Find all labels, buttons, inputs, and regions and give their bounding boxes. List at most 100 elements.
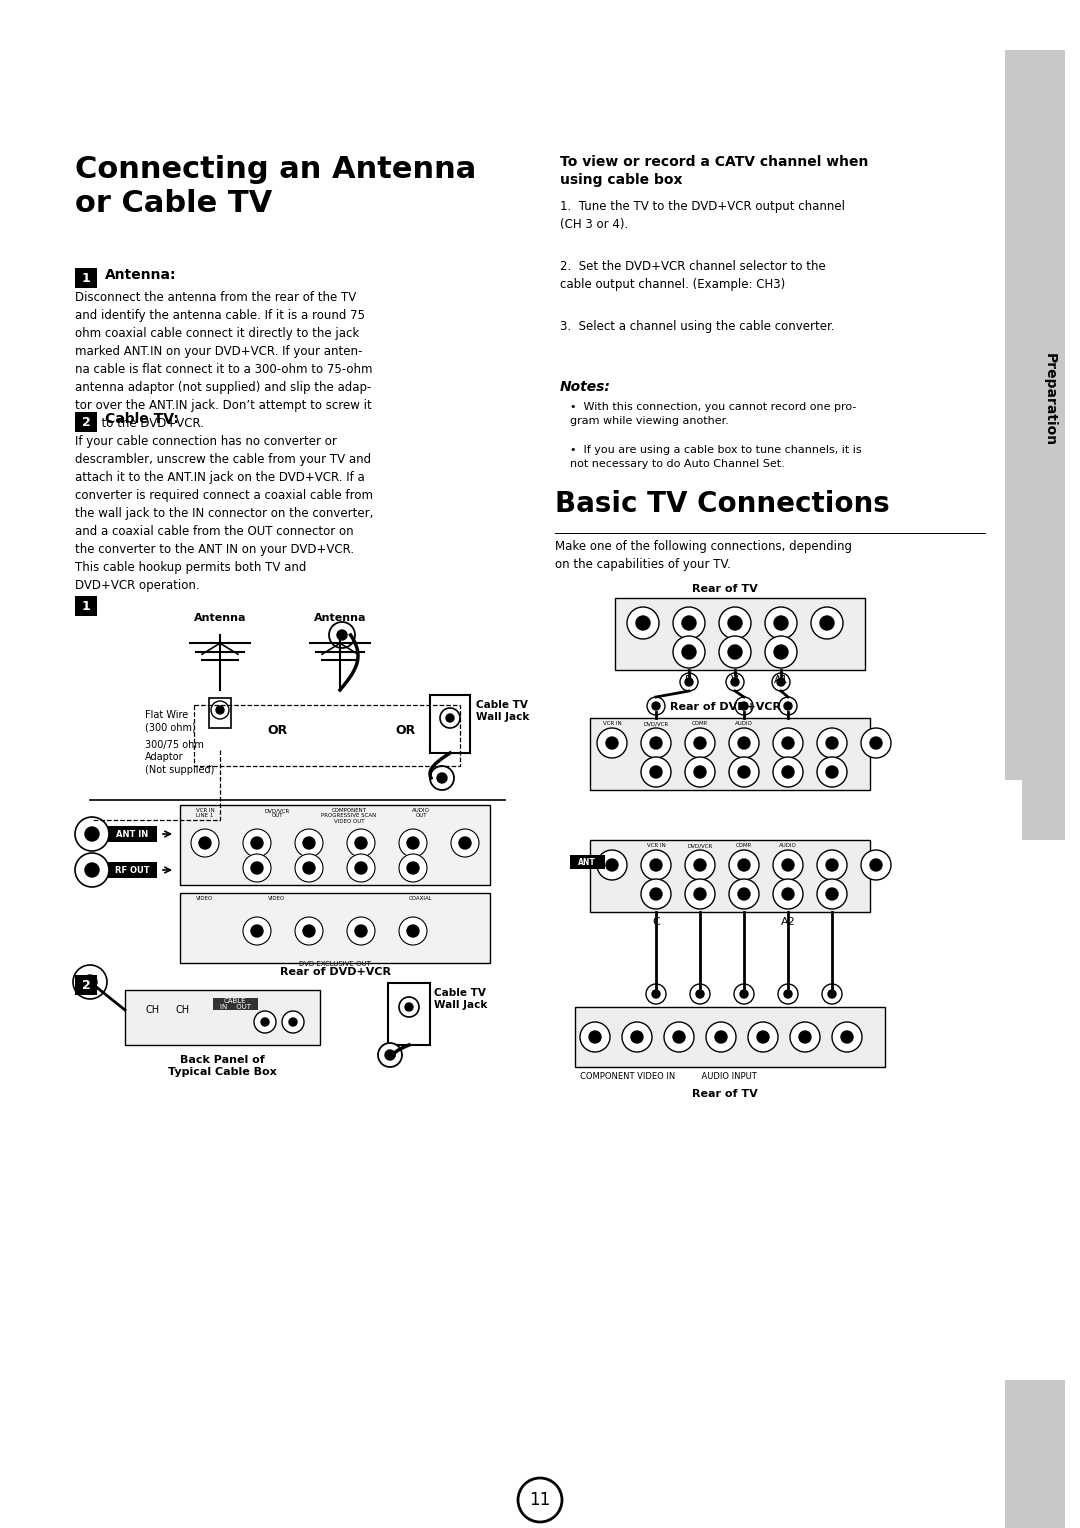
Circle shape	[589, 1031, 600, 1044]
Bar	[388, 983, 430, 1045]
Text: ANT IN: ANT IN	[116, 830, 148, 839]
Bar	[615, 597, 865, 669]
Circle shape	[782, 859, 794, 871]
Circle shape	[199, 837, 211, 850]
Circle shape	[251, 837, 264, 850]
Bar	[180, 805, 490, 885]
Circle shape	[407, 924, 419, 937]
Circle shape	[738, 766, 750, 778]
Circle shape	[399, 854, 427, 882]
Circle shape	[738, 736, 750, 749]
Circle shape	[243, 917, 271, 944]
Text: VCR IN: VCR IN	[647, 843, 665, 848]
Circle shape	[303, 837, 315, 850]
Text: RF OUT: RF OUT	[114, 865, 149, 874]
Circle shape	[782, 888, 794, 900]
Circle shape	[738, 888, 750, 900]
Text: OR: OR	[268, 723, 288, 736]
Text: 3.  Select a channel using the cable converter.: 3. Select a channel using the cable conv…	[561, 319, 835, 333]
Circle shape	[75, 817, 109, 851]
Text: Cable TV
Wall Jack: Cable TV Wall Jack	[476, 700, 529, 723]
Circle shape	[826, 888, 838, 900]
Text: CH: CH	[146, 1005, 160, 1015]
Text: VIDEO: VIDEO	[268, 895, 285, 902]
Circle shape	[740, 990, 748, 998]
Circle shape	[773, 850, 804, 880]
Text: 11: 11	[529, 1491, 551, 1510]
Circle shape	[282, 1012, 303, 1033]
Circle shape	[75, 853, 109, 886]
Circle shape	[816, 850, 847, 880]
Circle shape	[728, 616, 742, 630]
Bar	[213, 998, 258, 1010]
Text: DVD/VCR: DVD/VCR	[644, 721, 669, 726]
Circle shape	[407, 837, 419, 850]
Bar	[570, 856, 605, 869]
Circle shape	[580, 1022, 610, 1051]
Circle shape	[627, 607, 659, 639]
Circle shape	[773, 756, 804, 787]
Circle shape	[778, 984, 798, 1004]
Circle shape	[437, 773, 447, 782]
Text: COMP.: COMP.	[691, 721, 708, 726]
Circle shape	[652, 701, 660, 711]
Circle shape	[440, 707, 460, 727]
Circle shape	[706, 1022, 735, 1051]
Text: AUDIO: AUDIO	[735, 721, 753, 726]
Circle shape	[407, 862, 419, 874]
Circle shape	[685, 678, 693, 686]
Circle shape	[784, 990, 792, 998]
Bar	[75, 596, 97, 616]
Text: Flat Wire
(300 ohm): Flat Wire (300 ohm)	[145, 711, 195, 732]
Circle shape	[799, 1031, 811, 1044]
Circle shape	[646, 984, 666, 1004]
Circle shape	[784, 701, 792, 711]
Circle shape	[430, 766, 454, 790]
Circle shape	[295, 917, 323, 944]
Circle shape	[650, 859, 662, 871]
Circle shape	[694, 736, 706, 749]
Circle shape	[606, 736, 618, 749]
Circle shape	[719, 607, 751, 639]
Text: Antenna:: Antenna:	[105, 267, 176, 283]
Bar	[75, 975, 97, 995]
Circle shape	[73, 966, 107, 999]
Bar	[590, 718, 870, 790]
Circle shape	[726, 672, 744, 691]
Text: CH: CH	[176, 1005, 190, 1015]
Circle shape	[243, 854, 271, 882]
Bar	[1005, 1380, 1065, 1528]
Bar	[75, 267, 97, 287]
Text: Disconnect the antenna from the rear of the TV
and identify the antenna cable. I: Disconnect the antenna from the rear of …	[75, 290, 373, 429]
Circle shape	[685, 879, 715, 909]
Circle shape	[399, 830, 427, 857]
Circle shape	[685, 727, 715, 758]
Text: 300/75 ohm
Adaptor
(Not supplied): 300/75 ohm Adaptor (Not supplied)	[145, 740, 214, 775]
Text: 2: 2	[82, 978, 91, 992]
Text: Cable TV:: Cable TV:	[105, 413, 179, 426]
Text: Notes:: Notes:	[561, 380, 611, 394]
Circle shape	[243, 830, 271, 857]
Circle shape	[216, 706, 224, 714]
Circle shape	[738, 859, 750, 871]
Circle shape	[740, 701, 748, 711]
Circle shape	[685, 756, 715, 787]
Circle shape	[729, 850, 759, 880]
Circle shape	[681, 645, 696, 659]
Text: COAXIAL: COAXIAL	[409, 895, 433, 902]
Circle shape	[729, 879, 759, 909]
Bar	[75, 413, 97, 432]
Circle shape	[295, 830, 323, 857]
Text: R: R	[685, 675, 693, 685]
Circle shape	[622, 1022, 652, 1051]
Text: •  If you are using a cable box to tune channels, it is
not necessary to do Auto: • If you are using a cable box to tune c…	[570, 445, 862, 469]
Bar	[107, 862, 157, 879]
Circle shape	[378, 1044, 402, 1067]
Text: COMPONENT
PROGRESSIVE SCAN
VIDEO OUT: COMPONENT PROGRESSIVE SCAN VIDEO OUT	[322, 808, 377, 824]
Circle shape	[384, 1050, 395, 1060]
Circle shape	[773, 879, 804, 909]
Circle shape	[685, 850, 715, 880]
Text: 1.  Tune the TV to the DVD+VCR output channel
(CH 3 or 4).: 1. Tune the TV to the DVD+VCR output cha…	[561, 200, 845, 231]
Circle shape	[405, 1002, 413, 1012]
Text: VCR IN
LINE 1: VCR IN LINE 1	[195, 808, 214, 819]
